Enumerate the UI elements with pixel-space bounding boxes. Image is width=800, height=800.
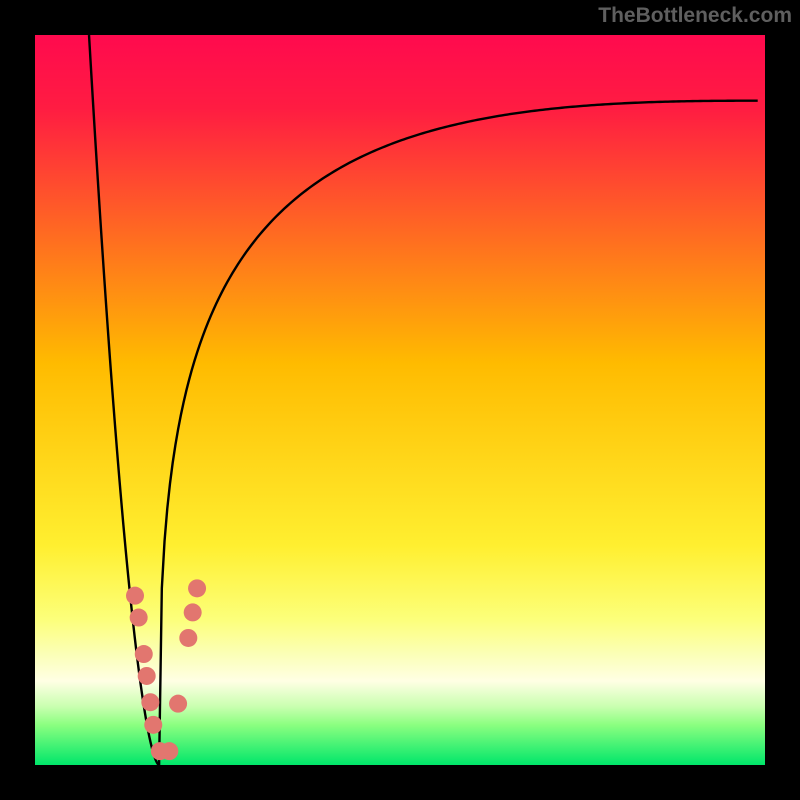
marker-right-2 xyxy=(184,603,202,621)
marker-right-0 xyxy=(169,695,187,713)
marker-bottom-1 xyxy=(160,742,178,760)
marker-left-4 xyxy=(141,693,159,711)
marker-left-2 xyxy=(135,645,153,663)
marker-right-1 xyxy=(179,629,197,647)
chart-svg xyxy=(0,0,800,800)
attribution-text: TheBottleneck.com xyxy=(598,4,792,28)
marker-left-0 xyxy=(126,587,144,605)
marker-left-1 xyxy=(130,609,148,627)
stage: TheBottleneck.com xyxy=(0,0,800,800)
marker-left-5 xyxy=(144,716,162,734)
marker-left-3 xyxy=(138,667,156,685)
marker-right-3 xyxy=(188,579,206,597)
